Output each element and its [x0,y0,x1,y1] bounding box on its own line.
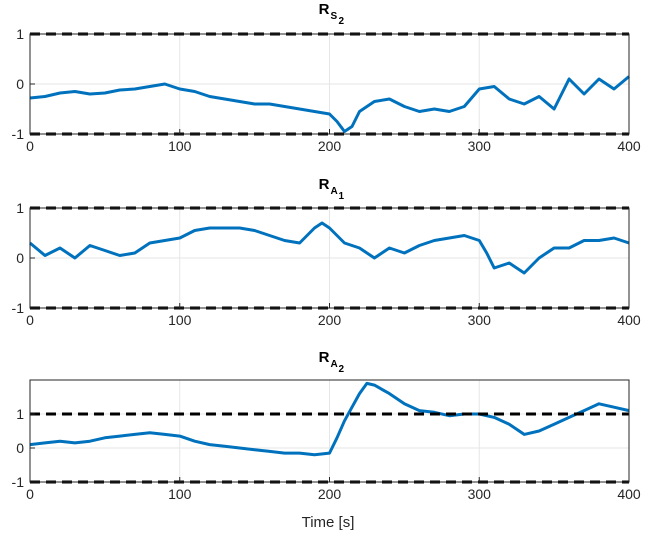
y-tick-label: 1 [16,200,24,216]
x-tick-label: 200 [318,138,342,154]
x-tick-label: 200 [318,486,342,502]
x-tick-label: 0 [26,312,34,328]
x-tick-label: 400 [617,138,641,154]
y-tick-label: 1 [16,26,24,42]
series-line [29,221,630,275]
panel-ra1: R A 1 0 100 200 300 400-101 [12,176,641,328]
x-tick-label: 300 [468,138,492,154]
panel-title-sub: A [331,359,338,370]
x-tick-label: 100 [168,138,192,154]
panel-title-subsub: 1 [339,191,345,202]
x-axis-label: Time [s] [302,514,355,531]
x-tick-label: 300 [468,486,492,502]
x-tick-label: 400 [617,486,641,502]
series-line [29,381,630,457]
y-tick-label: -1 [12,126,25,142]
x-tick-label: 200 [318,312,342,328]
panel-title: R [319,349,330,366]
x-tick-label: 100 [168,486,192,502]
x-tick-label: 100 [168,312,192,328]
x-tick-label: 0 [26,138,34,154]
panel-title-sub: A [331,186,338,197]
y-tick-label: 0 [16,440,24,456]
panel-ra2: R A 2 0 100 200 300 400-101 [12,349,641,502]
x-tick-label: 0 [26,486,34,502]
y-tick-label: 1 [16,406,24,422]
y-tick-label: -1 [12,300,25,316]
y-tick-label: -1 [12,474,25,490]
series-line [29,75,630,133]
panel-title: R [319,176,330,193]
panel-title-subsub: 2 [339,16,345,27]
panel-rs2: R S 2 0 100 200 300 400-101 [12,1,641,154]
x-tick-label: 400 [617,312,641,328]
panel-title-sub: S [331,11,338,22]
panel-title: R [319,1,330,18]
x-tick-label: 300 [468,312,492,328]
panel-title-subsub: 2 [339,364,345,375]
y-tick-label: 0 [16,76,24,92]
y-tick-label: 0 [16,250,24,266]
